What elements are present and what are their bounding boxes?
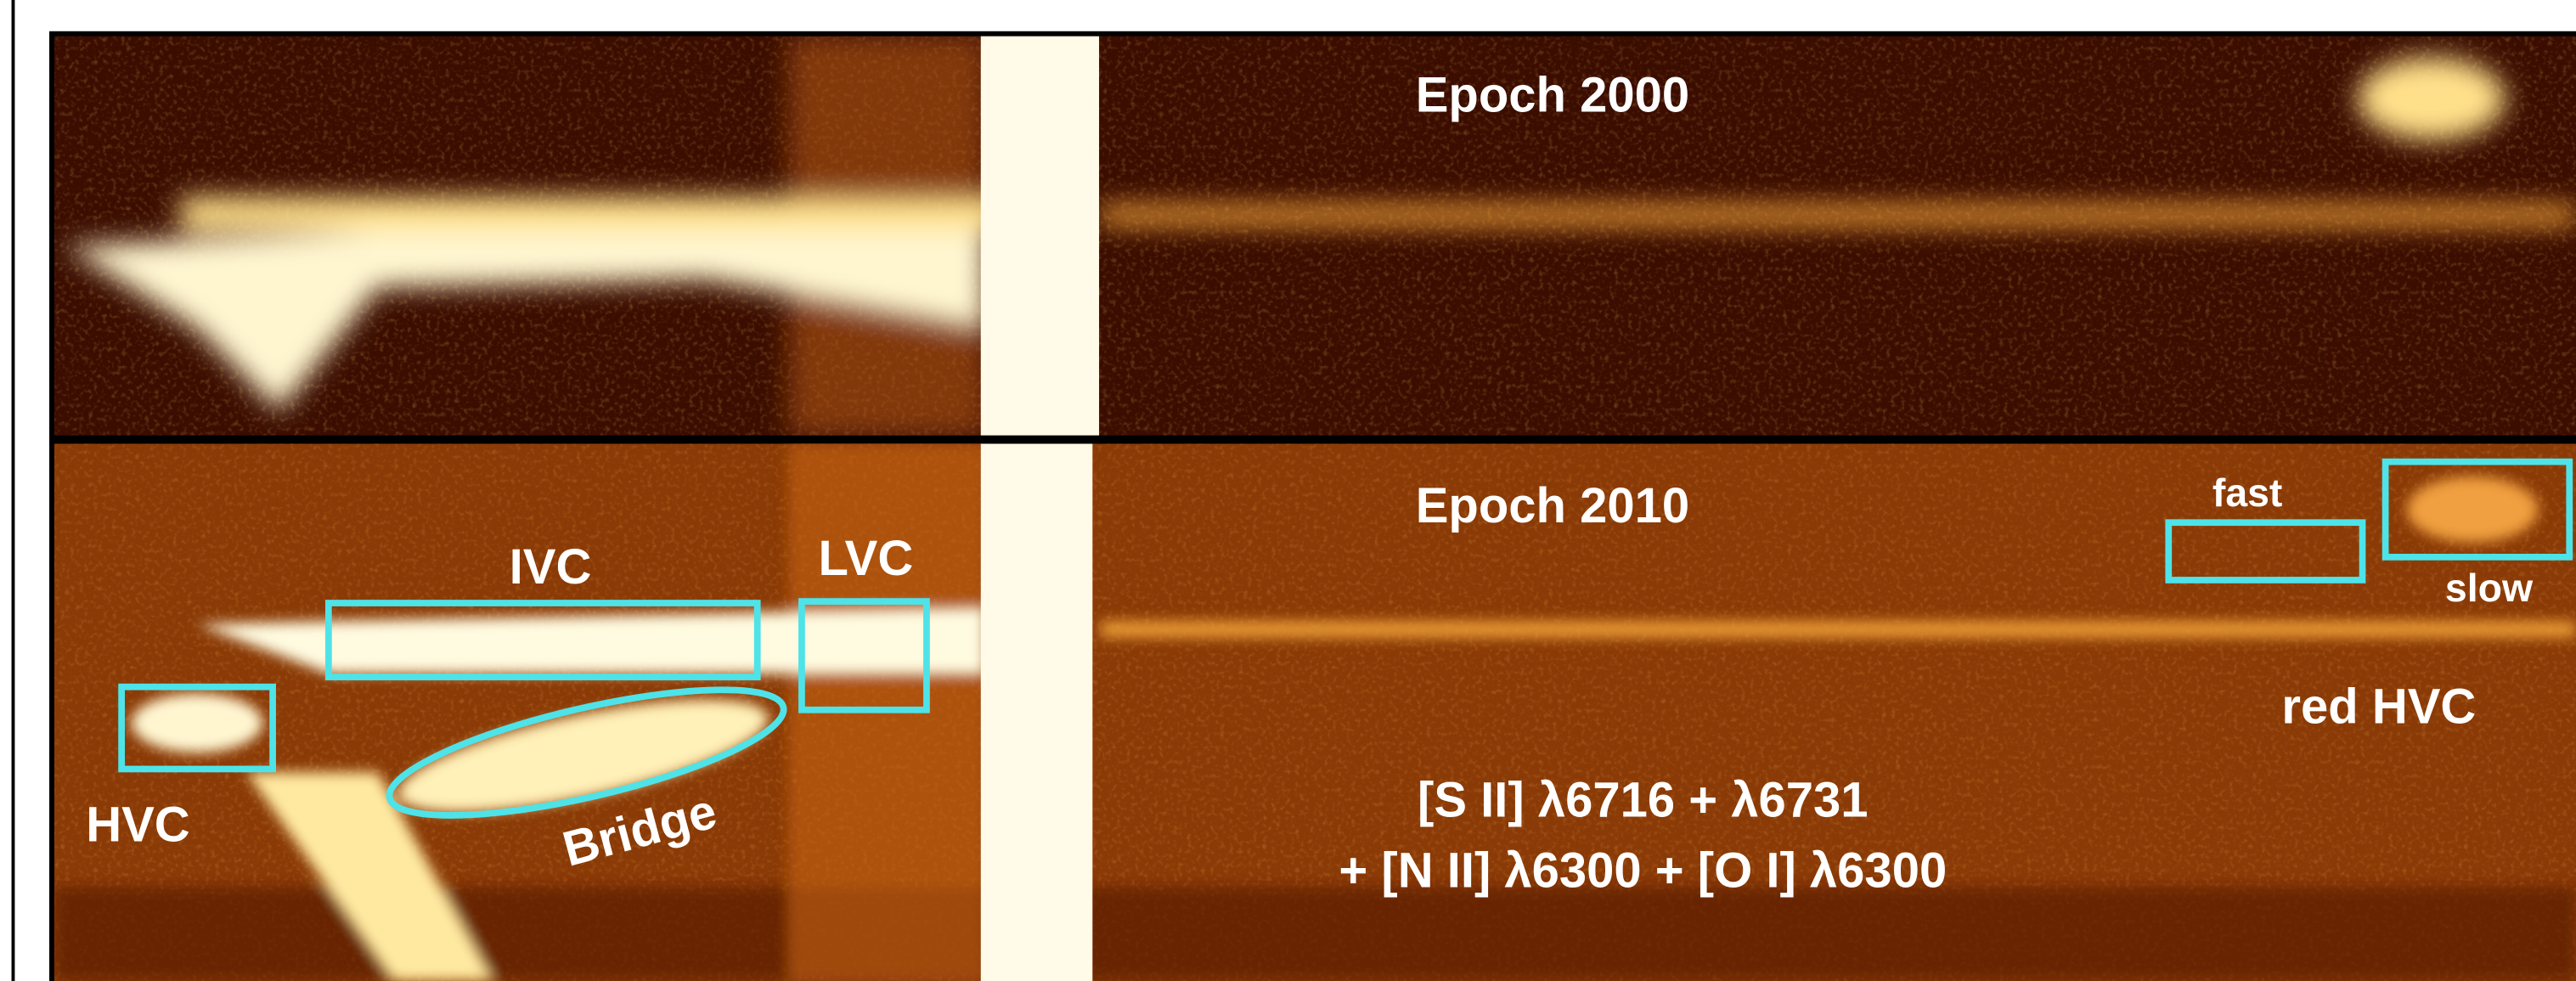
continuum [981, 443, 1093, 981]
slow-label: slow [2445, 566, 2534, 610]
fast-label: fast [2212, 471, 2283, 515]
panel-2010: Epoch 2010 IVC LVC HVC Bridge fast slow … [54, 443, 2576, 981]
ivc-label: IVC [510, 539, 592, 595]
panel-2000: Epoch 2000 [54, 37, 2576, 444]
lvc-label: LVC [819, 531, 914, 586]
epoch-label: Epoch 2010 [1416, 478, 1689, 533]
red-hvc-label: red HVC [2281, 679, 2476, 734]
epoch-label: Epoch 2000 [1416, 68, 1689, 123]
figure: Epoch 2000 Epoch 2010 IVC LVC HVC Bridge… [0, 0, 2576, 981]
caption-line: + [N II] λ6300 + [O I] λ6300 [1339, 843, 1947, 899]
page: Epoch 2000 Epoch 2010 IVC LVC HVC Bridge… [0, 0, 2576, 981]
continuum [981, 37, 1099, 436]
caption-line: [S II] λ6716 + λ6731 [1418, 773, 1869, 828]
hvc-label: HVC [86, 798, 189, 853]
